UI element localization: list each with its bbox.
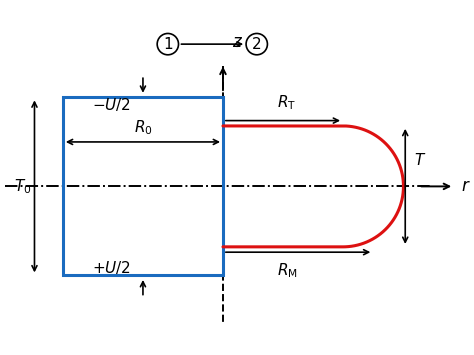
Text: 1: 1 [163,37,173,51]
Text: $R_{\mathrm{M}}$: $R_{\mathrm{M}}$ [277,261,297,280]
Text: $+U/2$: $+U/2$ [92,259,131,276]
Text: $r$: $r$ [461,178,471,195]
Text: $R_0$: $R_0$ [134,118,152,137]
Bar [63,98,223,275]
Text: $z$: $z$ [232,33,243,51]
Text: $R_{\mathrm{T}}$: $R_{\mathrm{T}}$ [277,93,297,112]
Text: $T$: $T$ [414,152,427,168]
Text: $-U/2$: $-U/2$ [92,97,131,114]
Text: 2: 2 [252,37,262,51]
Text: $T_0$: $T_0$ [14,177,32,196]
